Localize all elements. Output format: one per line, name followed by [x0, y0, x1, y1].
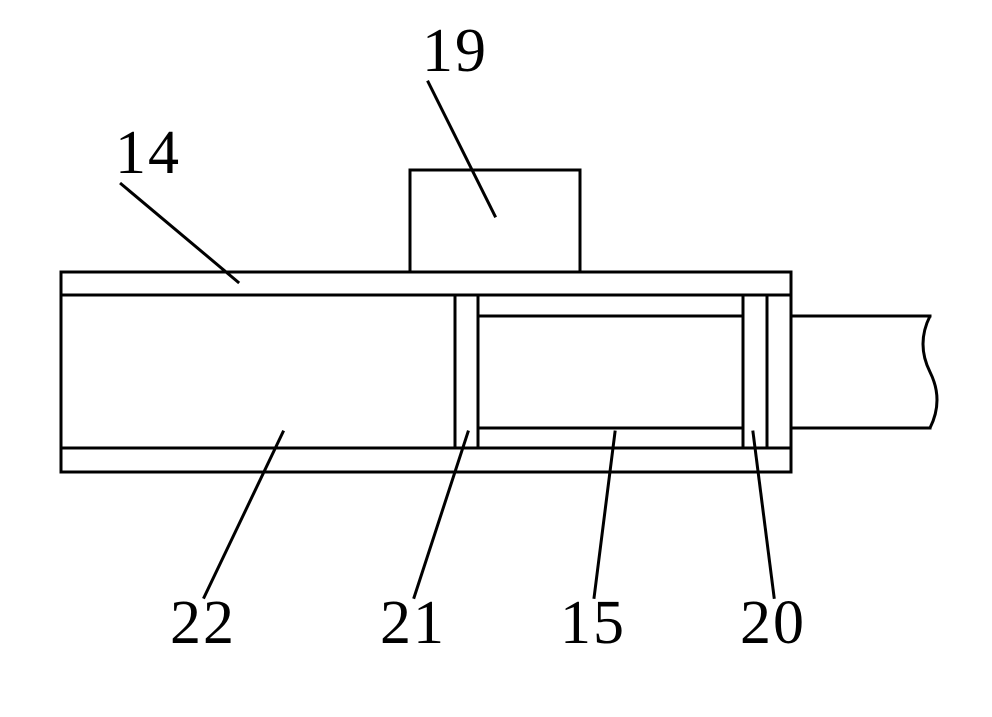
technical-diagram: [0, 0, 992, 717]
callout-label-19: 19: [422, 16, 488, 87]
callout-label-14: 14: [115, 118, 181, 189]
callout-label-22: 22: [170, 588, 236, 659]
callout-label-20: 20: [740, 588, 806, 659]
callout-label-15: 15: [560, 588, 626, 659]
callout-label-21: 21: [380, 588, 446, 659]
